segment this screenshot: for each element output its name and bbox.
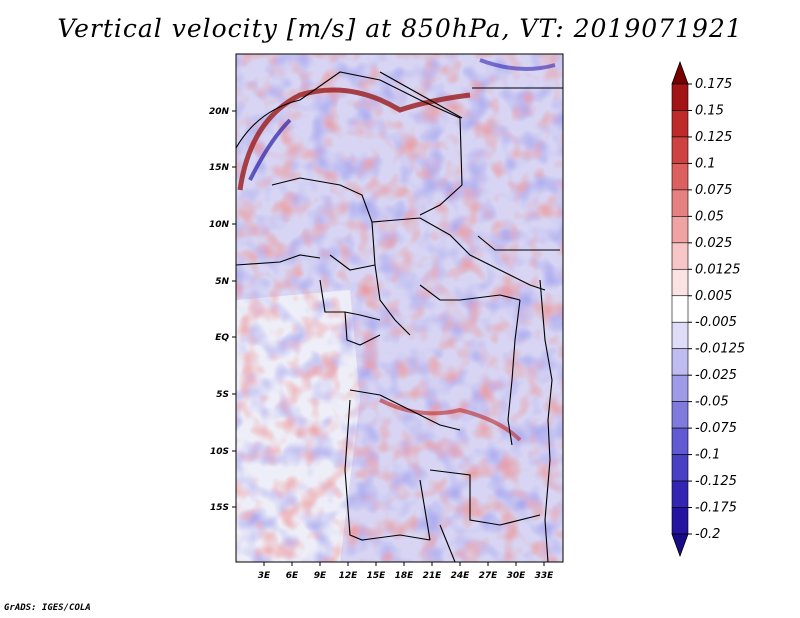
lat-label-15n: 15N [209, 163, 230, 173]
lat-label-5s: 5S [216, 390, 229, 400]
latitude-axis: 20N 15N 10N 5N EQ 5S 10S 15S [209, 107, 236, 513]
lat-label-eq: EQ [215, 333, 229, 343]
grads-credit: GrADS: IGES/COLA [4, 603, 91, 613]
lon-label-6e: 6E [286, 571, 299, 581]
colorbar-label: -0.0125 [695, 342, 745, 357]
colorbar-label: -0.175 [695, 501, 737, 516]
lat-label-20n: 20N [209, 107, 230, 117]
colorbar-segment [671, 507, 689, 535]
velocity-field [236, 54, 563, 562]
colorbar-bottom-arrow [671, 533, 689, 558]
lon-label-12e: 12E [339, 571, 359, 581]
colorbar-segment [671, 189, 689, 217]
colorbar-label: -0.125 [695, 474, 737, 489]
lat-label-10s: 10S [210, 447, 229, 457]
lon-label-24e: 24E [451, 571, 471, 581]
colorbar-label: 0.05 [695, 209, 724, 224]
lon-label-18e: 18E [395, 571, 415, 581]
lon-label-9e: 9E [314, 571, 327, 581]
colorbar-segment [671, 321, 689, 350]
colorbar-segment [671, 374, 689, 402]
colorbar-label: 0.125 [695, 130, 732, 145]
lon-label-27e: 27E [479, 571, 499, 581]
plot-title: Vertical velocity [m/s] at 850hPa, VT: 2… [57, 14, 743, 43]
colorbar-label: -0.075 [695, 421, 737, 436]
lat-label-15s: 15S [210, 503, 229, 513]
lat-label-5n: 5N [215, 277, 229, 287]
colorbar-label: 0.15 [695, 103, 724, 118]
colorbar-segment [671, 216, 689, 244]
colorbar-label: -0.005 [695, 315, 737, 330]
colorbar-label: -0.05 [695, 395, 729, 410]
lon-label-21e: 21E [423, 571, 443, 581]
colorbar-segment [671, 401, 689, 429]
map-frame [235, 53, 564, 563]
colorbar-label: -0.2 [695, 527, 720, 542]
colorbar-segment [671, 110, 689, 138]
colorbar-label: 0.025 [695, 236, 732, 251]
country-borders [236, 71, 563, 562]
colorbar-segment [671, 242, 689, 270]
colorbar-label: 0.1 [695, 156, 716, 171]
colorbar-label: -0.1 [695, 448, 720, 463]
colorbar-label: 0.175 [695, 77, 732, 92]
colorbar-segment [671, 480, 689, 508]
longitude-axis: 3E 6E 9E 12E 15E 18E 21E 24E 27E 30E 33E [258, 562, 554, 581]
lon-label-33e: 33E [535, 571, 555, 581]
lon-label-15e: 15E [367, 571, 387, 581]
colorbar-segment [671, 268, 689, 297]
colorbar-segment [671, 136, 689, 164]
colorbar-label: 0.0125 [695, 262, 741, 277]
colorbar-segment [671, 163, 689, 191]
lon-label-30e: 30E [507, 571, 527, 581]
colorbar-label: -0.025 [695, 368, 737, 383]
colorbar-segment [671, 427, 689, 455]
colorbar-top-arrow [671, 60, 689, 85]
colorbar-segment [671, 83, 689, 111]
colorbar-segment [671, 454, 689, 482]
colorbar-label: 0.075 [695, 183, 732, 198]
colorbar-segment [671, 295, 689, 323]
colorbar-segment [671, 348, 689, 376]
colorbar-label: 0.005 [695, 289, 732, 304]
lon-label-3e: 3E [258, 571, 271, 581]
colorbar: 0.175 0.15 0.125 0.1 0.075 0.05 0.025 0.0125 0.0… [671, 60, 745, 558]
lat-label-10n: 10N [209, 220, 230, 230]
